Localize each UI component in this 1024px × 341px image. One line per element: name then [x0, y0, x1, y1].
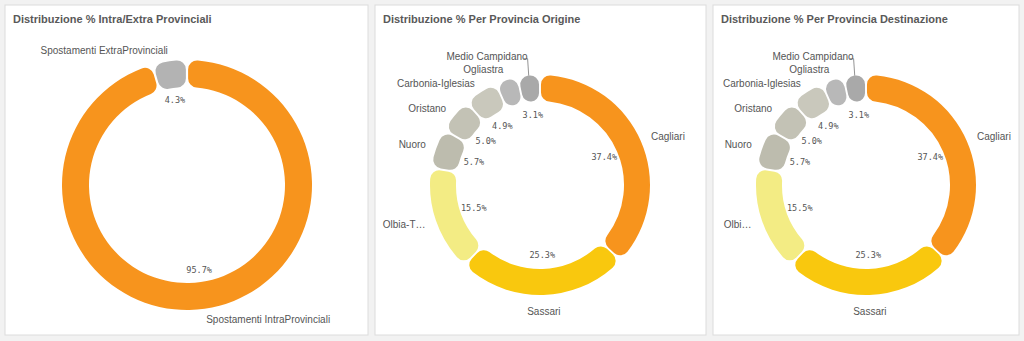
donut-slice [500, 80, 520, 106]
category-label: Spostamenti IntraProvinciali [206, 314, 330, 325]
donut-slice [472, 88, 503, 118]
data-label: 15.5% [461, 203, 487, 213]
data-label: 3.1% [849, 110, 869, 120]
chart-panel: Distribuzione % Per Provincia Origine Cag… [375, 5, 706, 335]
category-label: Olbi… [724, 219, 752, 230]
donut-slice [433, 135, 464, 170]
category-label: Nuoro [725, 139, 753, 150]
category-label: Ogliastra [463, 64, 503, 75]
data-label: 4.9% [818, 121, 838, 131]
data-label: 5.7% [790, 157, 810, 167]
category-label: Medio Campidano [772, 51, 854, 62]
chart-title: Distribuzione % Intra/Extra Provinciali [13, 13, 212, 25]
category-label: Olbia-T… [383, 219, 426, 230]
category-label: Oristano [734, 103, 772, 114]
category-label: Oristano [408, 103, 446, 114]
chart-title: Distribuzione % Per Provincia Origine [383, 13, 580, 25]
donut-slice [759, 135, 790, 170]
donut-slice [775, 108, 806, 140]
data-label: 25.3% [529, 250, 555, 260]
data-label: 37.4% [917, 152, 943, 162]
donut: Cagliari Sassari Olbi… Nuoro Oristano Carboni… [723, 51, 1011, 317]
data-label: 25.3% [855, 250, 881, 260]
donut-slice [756, 170, 804, 260]
category-label: Cagliari [651, 131, 685, 142]
chart-panel: Distribuzione % Per Provincia Destinazio… [713, 5, 1019, 335]
panel-background [375, 5, 706, 335]
donut-slice [798, 88, 829, 118]
chart-title: Distribuzione % Per Provincia Destinazio… [721, 13, 948, 25]
data-label: 95.7% [186, 265, 212, 275]
category-label: Carbonia-Iglesias [723, 78, 801, 89]
donut-slice [541, 75, 650, 255]
data-label: 4.9% [492, 121, 512, 131]
donut-slice [826, 80, 846, 106]
donut: Cagliari Sassari Olbia-T… Nuoro Oristano Carb… [383, 51, 685, 317]
category-label: Medio Campidano [446, 51, 528, 62]
category-label: Ogliastra [789, 64, 829, 75]
donut-slice [469, 246, 615, 295]
panel-background [5, 5, 368, 335]
donut-slice [430, 170, 478, 260]
category-label: Sassari [853, 306, 886, 317]
donut-slice [62, 60, 312, 310]
donut-slice [867, 75, 976, 255]
category-label: Sassari [527, 306, 560, 317]
data-label: 15.5% [787, 203, 813, 213]
donut-slice [520, 75, 539, 101]
donut-slice [846, 75, 865, 101]
category-label: Cagliari [977, 131, 1011, 142]
chart-panel: Distribuzione % Intra/Extra Provinciali S… [5, 5, 368, 335]
donut: Spostamenti IntraProvinciali Spostamenti … [41, 45, 331, 325]
donut-slice [795, 246, 941, 295]
category-label: Spostamenti ExtraProvinciali [41, 45, 168, 56]
category-label: Carbonia-Iglesias [397, 78, 475, 89]
dashboard: Distribuzione % Intra/Extra Provinciali S… [0, 0, 1024, 341]
data-label: 5.0% [801, 136, 821, 146]
donut-slice [449, 108, 480, 140]
data-label: 37.4% [591, 152, 617, 162]
data-label: 5.0% [475, 136, 495, 146]
donut-slice [155, 60, 185, 88]
panel-background [713, 5, 1019, 335]
data-label: 5.7% [464, 157, 484, 167]
data-label: 4.3% [165, 95, 185, 105]
category-label: Nuoro [399, 139, 427, 150]
data-label: 3.1% [523, 110, 543, 120]
